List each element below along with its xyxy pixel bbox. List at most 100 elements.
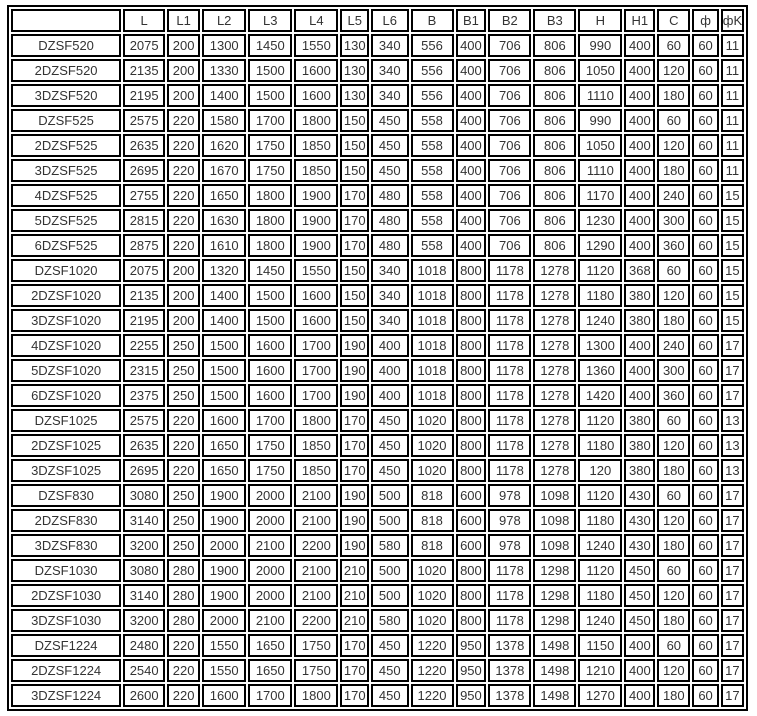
model-name-cell: 2DZSF1224: [11, 659, 122, 682]
table-cell: 60: [657, 259, 691, 282]
table-cell: 130: [340, 34, 370, 57]
table-cell: 180: [657, 84, 691, 107]
table-cell: 60: [657, 484, 691, 507]
table-cell: 17: [720, 359, 744, 382]
table-cell: 60: [657, 559, 691, 582]
table-cell: 60: [692, 309, 719, 332]
table-cell: 558: [410, 109, 454, 132]
table-cell: 818: [410, 534, 454, 557]
table-cell: 2000: [248, 484, 293, 507]
table-cell: 1178: [488, 309, 532, 332]
table-cell: 250: [167, 534, 201, 557]
table-cell: 800: [455, 359, 487, 382]
table-cell: 130: [340, 59, 370, 82]
table-cell: 1170: [578, 184, 623, 207]
table-cell: 1018: [410, 384, 454, 407]
table-cell: 1550: [294, 34, 339, 57]
table-cell: 950: [455, 634, 487, 657]
table-cell: 818: [410, 509, 454, 532]
table-row: 2DZSF1030 3140 280 1900 2000 2100 210 500 1020 80…: [11, 584, 744, 607]
table-cell: 400: [455, 234, 487, 257]
column-header: B3: [533, 9, 577, 32]
table-cell: 220: [167, 184, 201, 207]
table-row: 3DZSF1030 3200 280 2000 2100 2200 210 580 1020 80…: [11, 609, 744, 632]
table-cell: 380: [624, 409, 656, 432]
table-cell: 280: [167, 609, 201, 632]
table-cell: 2000: [248, 559, 293, 582]
table-cell: 1020: [410, 609, 454, 632]
table-cell: 380: [624, 309, 656, 332]
table-cell: 706: [488, 234, 532, 257]
table-cell: 60: [657, 34, 691, 57]
table-cell: 400: [624, 134, 656, 157]
table-cell: 1600: [202, 409, 247, 432]
table-cell: 60: [657, 634, 691, 657]
table-cell: 800: [455, 334, 487, 357]
table-cell: 400: [624, 109, 656, 132]
table-cell: 220: [167, 109, 201, 132]
model-name-cell: 3DZSF525: [11, 159, 122, 182]
table-row: 3DZSF1224 2600 220 1600 1700 1800 170 450 1220 95…: [11, 684, 744, 707]
table-cell: 1900: [294, 209, 339, 232]
table-cell: 210: [340, 609, 370, 632]
table-cell: 1630: [202, 209, 247, 232]
table-cell: 2815: [123, 209, 166, 232]
table-cell: 190: [340, 334, 370, 357]
table-row: DZSF1025 2575 220 1600 1700 1800 170 450 1020 800…: [11, 409, 744, 432]
table-cell: 450: [371, 459, 409, 482]
table-cell: 15: [720, 234, 744, 257]
table-cell: 706: [488, 59, 532, 82]
column-header: L: [123, 9, 166, 32]
table-cell: 15: [720, 309, 744, 332]
table-cell: 150: [340, 159, 370, 182]
table-cell: 120: [657, 434, 691, 457]
table-cell: 1278: [533, 434, 577, 457]
table-row: 4DZSF525 2755 220 1650 1800 1900 170 480 558 400 7…: [11, 184, 744, 207]
table-cell: 1800: [248, 209, 293, 232]
table-cell: 450: [371, 134, 409, 157]
table-cell: 1240: [578, 609, 623, 632]
table-cell: 17: [720, 609, 744, 632]
column-header: фK: [720, 9, 744, 32]
table-cell: 1700: [248, 409, 293, 432]
table-cell: 60: [692, 434, 719, 457]
column-header: L4: [294, 9, 339, 32]
table-cell: 818: [410, 484, 454, 507]
table-row: 2DZSF830 3140 250 1900 2000 2100 190 500 818 600 9…: [11, 509, 744, 532]
table-cell: 1178: [488, 434, 532, 457]
model-name-cell: DZSF1224: [11, 634, 122, 657]
table-cell: 1750: [248, 159, 293, 182]
table-cell: 556: [410, 84, 454, 107]
table-cell: 1178: [488, 584, 532, 607]
table-cell: 400: [624, 34, 656, 57]
table-cell: 2135: [123, 59, 166, 82]
table-cell: 1278: [533, 309, 577, 332]
table-cell: 1800: [294, 684, 339, 707]
table-cell: 1650: [248, 659, 293, 682]
table-cell: 1210: [578, 659, 623, 682]
table-cell: 11: [720, 59, 744, 82]
table-cell: 1700: [248, 109, 293, 132]
table-cell: 1650: [202, 184, 247, 207]
table-cell: 60: [692, 384, 719, 407]
table-cell: 1600: [248, 384, 293, 407]
table-cell: 1300: [578, 334, 623, 357]
model-name-cell: 2DZSF520: [11, 59, 122, 82]
table-cell: 400: [371, 334, 409, 357]
table-cell: 220: [167, 234, 201, 257]
table-cell: 11: [720, 34, 744, 57]
table-cell: 500: [371, 484, 409, 507]
table-cell: 1178: [488, 334, 532, 357]
table-cell: 1498: [533, 634, 577, 657]
table-cell: 200: [167, 309, 201, 332]
table-cell: 1278: [533, 259, 577, 282]
table-cell: 1378: [488, 684, 532, 707]
table-cell: 180: [657, 309, 691, 332]
table-cell: 450: [624, 559, 656, 582]
table-cell: 950: [455, 659, 487, 682]
table-cell: 1270: [578, 684, 623, 707]
table-cell: 1400: [202, 84, 247, 107]
table-cell: 706: [488, 209, 532, 232]
table-cell: 400: [624, 84, 656, 107]
